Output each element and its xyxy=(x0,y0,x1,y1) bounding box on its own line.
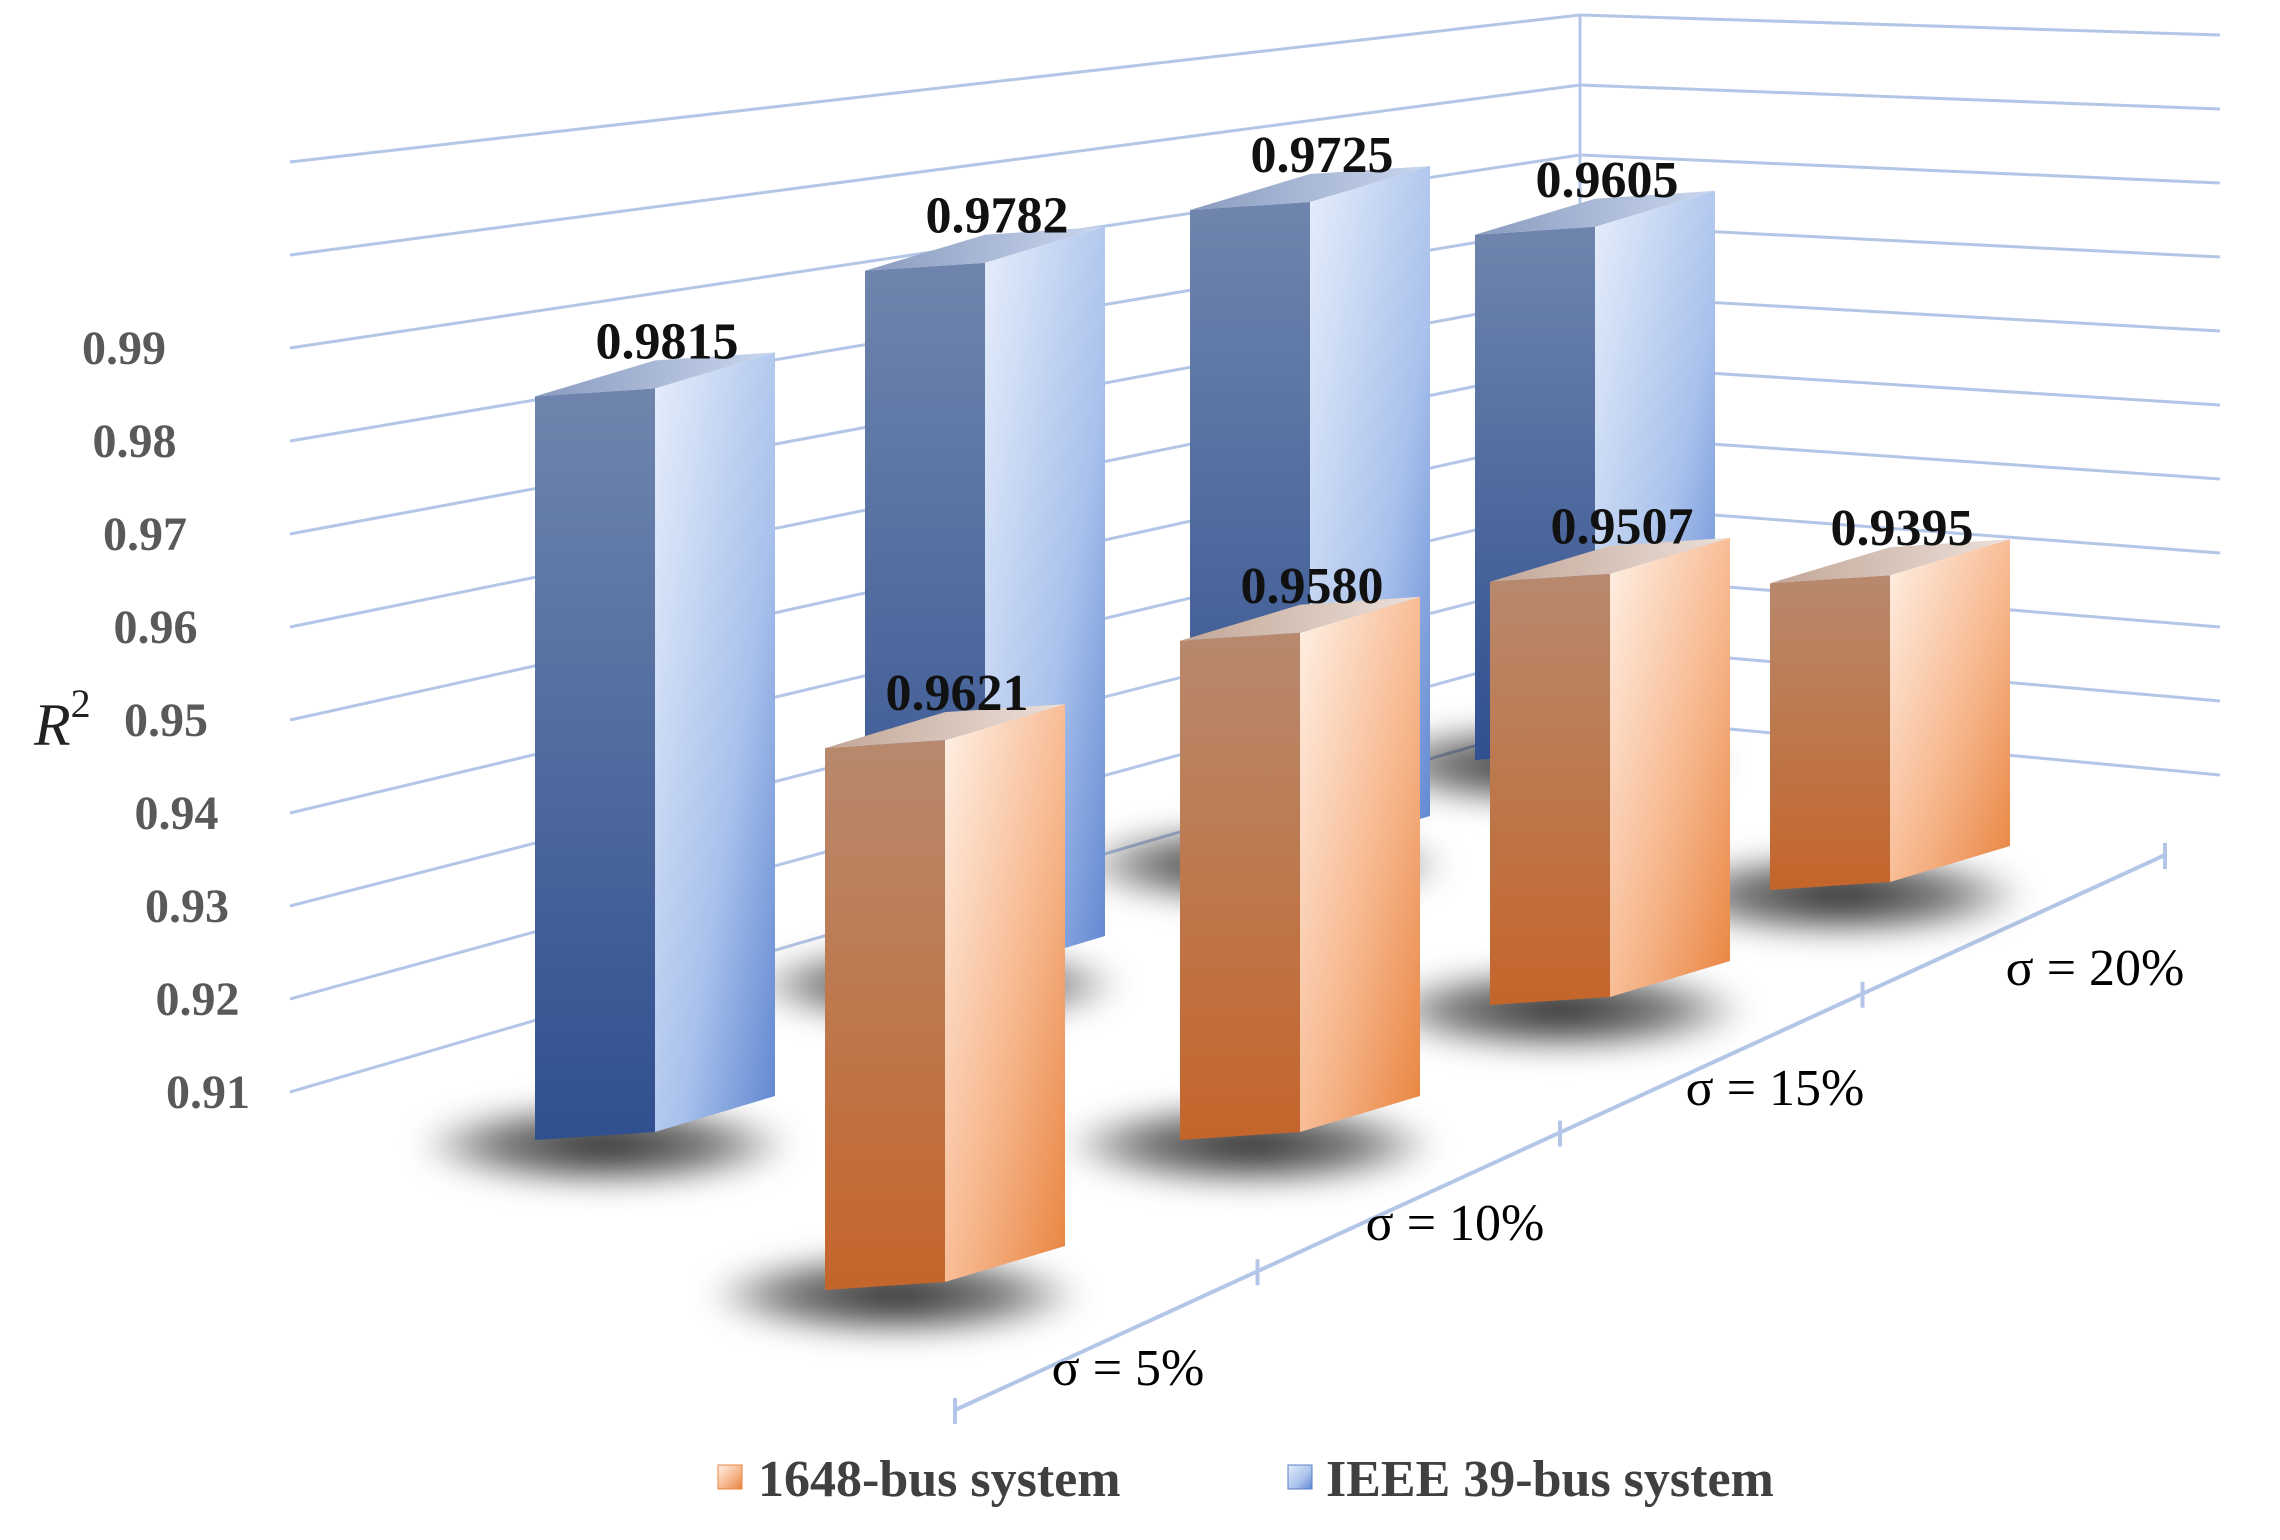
data-label: 0.9605 xyxy=(1536,152,1679,209)
y-tick-label: 0.92 xyxy=(156,973,240,1026)
bar-side xyxy=(945,704,1065,1282)
y-axis-ticks: 0.91 0.92 0.93 0.94 0.95 0.96 0.97 0.98 0.99 xyxy=(82,322,250,1119)
data-label: 0.9782 xyxy=(926,188,1069,245)
data-label: 0.9725 xyxy=(1251,127,1394,184)
y-axis-label: R2 xyxy=(33,681,91,758)
bar-shadow xyxy=(1370,966,1750,1054)
y-tick-label: 0.98 xyxy=(93,415,177,468)
y-tick-label: 0.99 xyxy=(82,322,166,375)
data-label: 0.9395 xyxy=(1831,500,1974,557)
category-label: σ = 5% xyxy=(1052,1340,1205,1397)
bar-top xyxy=(1490,537,1730,582)
bar xyxy=(1490,537,1730,1005)
bar-shadow xyxy=(415,1101,795,1189)
bar-top xyxy=(1475,190,1715,235)
data-label: 0.9815 xyxy=(596,313,739,370)
bar-shadow xyxy=(1650,851,2030,939)
bar xyxy=(825,704,1065,1290)
bar-side xyxy=(1610,537,1730,997)
category-labels: σ = 5% σ = 10% σ = 15% σ = 20% xyxy=(1052,940,2185,1397)
bar-top xyxy=(865,226,1105,271)
bar-top xyxy=(1770,539,2010,584)
bar-side xyxy=(1890,539,2010,882)
category-label: σ = 15% xyxy=(1686,1060,1865,1117)
category-label: σ = 10% xyxy=(1366,1195,1545,1252)
bar-front xyxy=(825,740,945,1290)
legend-swatch-ieee-39-bus xyxy=(1287,1464,1313,1490)
bar xyxy=(1180,596,1420,1140)
bar-front xyxy=(1770,575,1890,890)
bar-side xyxy=(655,352,775,1132)
y-tick-label: 0.91 xyxy=(166,1066,250,1119)
y-tick-label: 0.94 xyxy=(135,787,219,840)
data-label: 0.9621 xyxy=(886,665,1029,722)
legend-label-ieee-39-bus: IEEE 39-bus system xyxy=(1326,1451,1774,1508)
bar-top xyxy=(825,704,1065,749)
category-label: σ = 20% xyxy=(2006,940,2185,997)
bar-front xyxy=(1490,573,1610,1005)
bar-shadow xyxy=(1060,1101,1440,1189)
bars xyxy=(535,166,2010,1290)
y-tick-label: 0.97 xyxy=(103,508,187,561)
data-label: 0.9507 xyxy=(1551,499,1694,556)
legend-swatch-1648-bus xyxy=(717,1464,743,1490)
bar xyxy=(1770,539,2010,890)
legend: 1648-bus system IEEE 39-bus system xyxy=(717,1451,1774,1508)
bar-top xyxy=(1180,596,1420,641)
bar-shadow xyxy=(705,1251,1085,1339)
category-axis xyxy=(953,843,2167,1424)
legend-label-1648-bus: 1648-bus system xyxy=(758,1451,1121,1508)
y-tick-label: 0.95 xyxy=(124,694,208,747)
data-label: 0.9580 xyxy=(1241,558,1384,615)
bar-top xyxy=(1190,166,1430,210)
bar xyxy=(535,352,775,1140)
y-tick-label: 0.96 xyxy=(114,601,198,654)
bar-front xyxy=(1180,632,1300,1140)
bar-side xyxy=(1300,596,1420,1132)
data-labels: 0.9815 0.9782 0.9725 0.9605 0.9621 0.9580 0.95… xyxy=(596,127,1974,722)
y-tick-label: 0.93 xyxy=(145,880,229,933)
bar-front xyxy=(535,388,655,1140)
bar-top xyxy=(535,352,775,397)
